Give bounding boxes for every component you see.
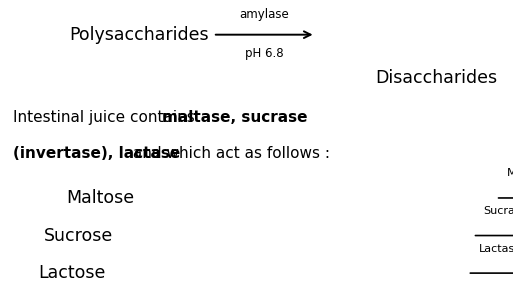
Text: (invertase), lactase: (invertase), lactase [13,146,180,161]
Text: and which act as follows :: and which act as follows : [128,146,330,161]
Text: Intestinal juice contains: Intestinal juice contains [13,110,200,125]
Text: Maltose: Maltose [67,189,135,207]
Text: Sucrase: Sucrase [484,206,513,216]
Text: pH 6.8: pH 6.8 [245,47,284,60]
Text: Lactose: Lactose [38,264,106,282]
Text: Polysaccharides: Polysaccharides [69,26,209,44]
Text: Disaccharides: Disaccharides [376,69,498,87]
Text: amylase: amylase [240,8,289,21]
Text: Sucrose: Sucrose [44,227,113,244]
Text: maltase, sucrase: maltase, sucrase [162,110,308,125]
Text: Lactase: Lactase [479,244,513,253]
Text: Maltase: Maltase [507,168,513,178]
